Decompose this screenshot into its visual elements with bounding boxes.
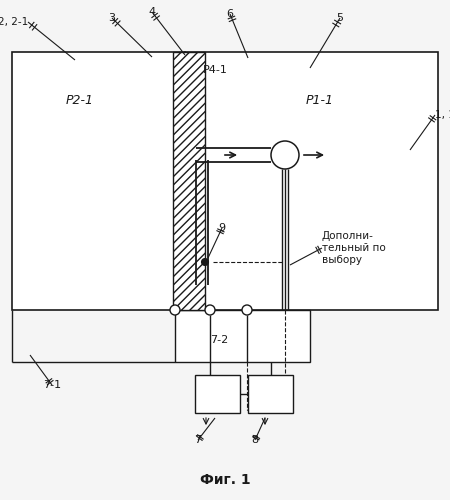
Text: 7-1: 7-1	[43, 380, 61, 390]
Text: 2, 2-1: 2, 2-1	[0, 17, 28, 27]
Text: P1-1: P1-1	[306, 94, 334, 106]
Circle shape	[170, 305, 180, 315]
Bar	[175, 310, 310, 362]
Text: 5: 5	[337, 13, 343, 23]
Text: Фиг. 1: Фиг. 1	[200, 473, 250, 487]
Text: 7-2: 7-2	[210, 335, 228, 345]
Circle shape	[205, 305, 215, 315]
Text: 7: 7	[194, 435, 202, 445]
Circle shape	[271, 141, 299, 169]
Text: 4: 4	[148, 7, 156, 17]
Bar	[185, 52, 438, 310]
Bar	[248, 375, 293, 413]
Text: 1, 1-1: 1, 1-1	[435, 110, 450, 120]
Text: 8: 8	[252, 435, 259, 445]
Text: 3: 3	[108, 13, 116, 23]
Text: P2-1: P2-1	[66, 94, 94, 106]
Bar	[173, 52, 205, 310]
Text: 9: 9	[218, 223, 225, 233]
Text: 6: 6	[226, 9, 234, 19]
Bar	[195, 375, 240, 413]
Text: P4-1: P4-1	[202, 65, 227, 75]
Text: Дополни-
тельный по
выбору: Дополни- тельный по выбору	[322, 232, 386, 264]
Circle shape	[202, 258, 208, 266]
Bar	[12, 52, 185, 310]
Circle shape	[242, 305, 252, 315]
